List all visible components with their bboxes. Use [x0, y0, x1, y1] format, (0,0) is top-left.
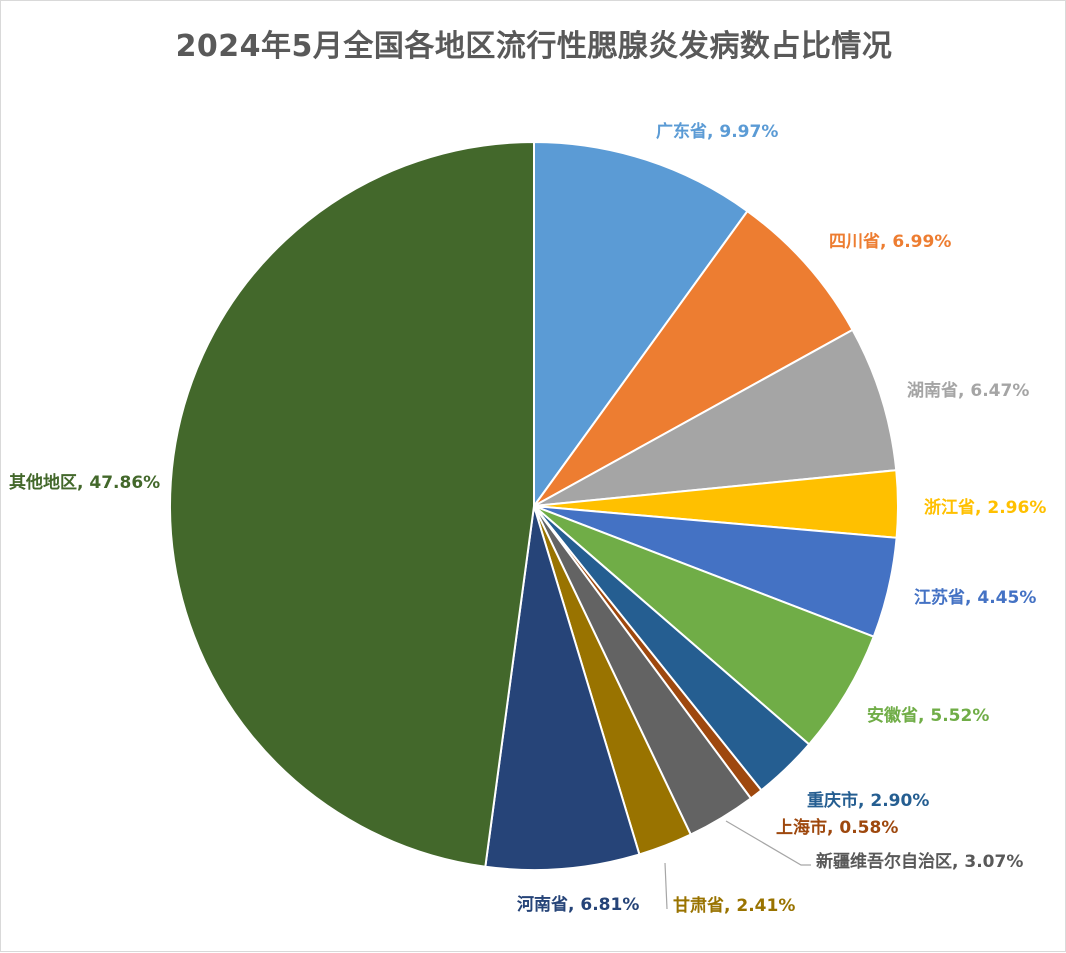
data-label-4: 浙江省, 2.96%: [924, 497, 1046, 518]
pie-slice-1: [533, 141, 749, 507]
data-labels: 广东省, 9.97% 四川省, 6.99% 湖南省, 6.47% 浙江省, 2.96%…: [9, 121, 1046, 916]
pie-slice-11: [484, 505, 641, 871]
data-label-9: 新疆维吾尔自治区, 3.07%: [816, 851, 1023, 872]
chart-title: 2024年5月全国各地区流行性腮腺炎发病数占比情况: [175, 29, 893, 64]
data-label-2: 四川省, 6.99%: [829, 231, 951, 252]
data-label-10: 甘肃省, 2.41%: [673, 895, 795, 916]
data-label-8: 上海市, 0.58%: [776, 817, 898, 838]
leader-line-10: [664, 862, 668, 910]
data-label-7: 重庆市, 2.90%: [807, 790, 929, 811]
data-label-12: 其他地区, 47.86%: [9, 472, 160, 493]
pie-slices: [168, 141, 899, 871]
pie-slice-3: [533, 328, 898, 507]
pie-slice-12: [168, 141, 535, 868]
data-label-3: 湖南省, 6.47%: [907, 380, 1029, 401]
leader-lines: [664, 820, 811, 910]
data-label-1: 广东省, 9.97%: [656, 121, 778, 142]
pie-slice-2: [533, 210, 854, 507]
data-label-6: 安徽省, 5.52%: [867, 705, 989, 726]
data-label-11: 河南省, 6.81%: [517, 894, 639, 915]
leader-line-9: [725, 820, 811, 866]
data-label-5: 江苏省, 4.45%: [914, 587, 1036, 608]
